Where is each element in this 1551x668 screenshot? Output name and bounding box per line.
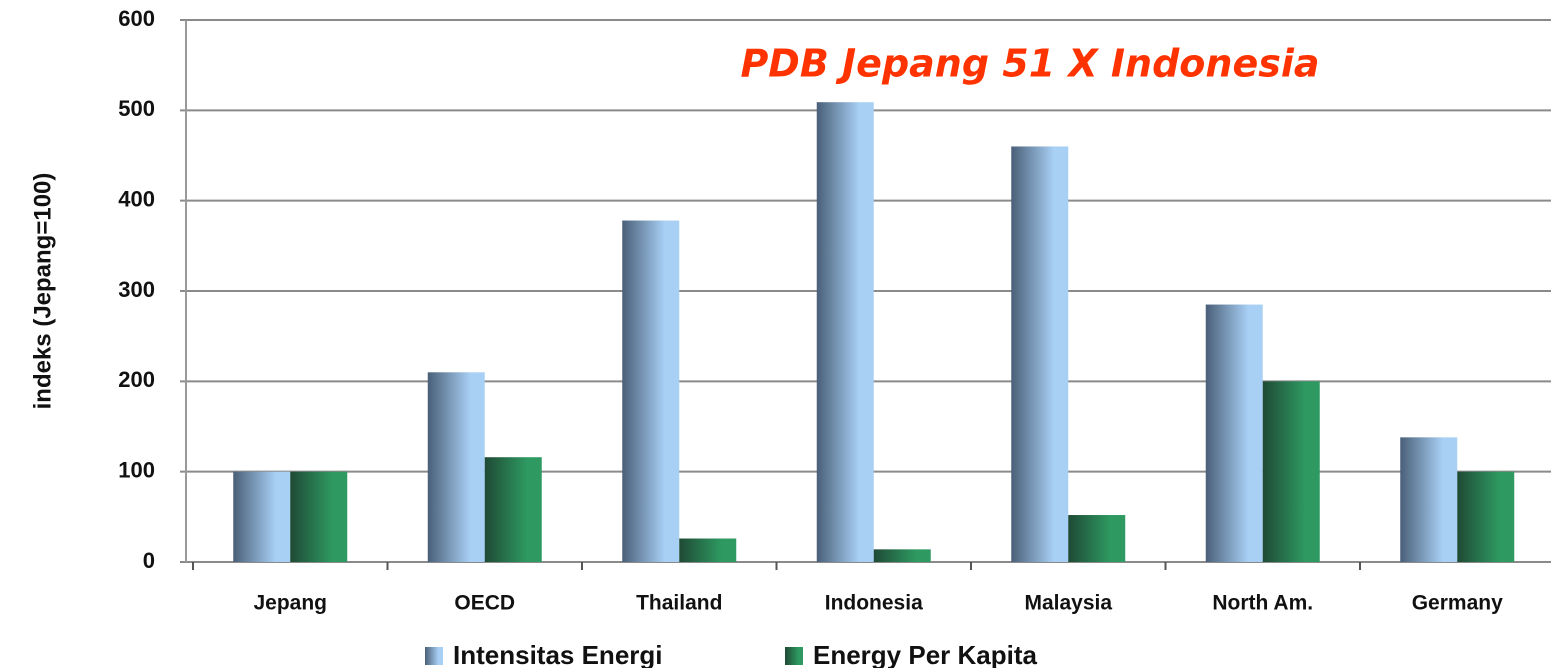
y-tick-label: 500 (118, 96, 155, 121)
bar (1457, 471, 1515, 562)
bar (290, 471, 348, 562)
x-tick-label: North Am. (1212, 592, 1313, 615)
x-tick-label: Thailand (636, 592, 722, 615)
bar (816, 102, 874, 562)
bar (233, 471, 291, 562)
legend-label: Intensitas Energi (453, 640, 663, 668)
legend-label: Energy Per Kapita (813, 640, 1038, 668)
annotation: PDB Jepang 51 X Indonesia (740, 42, 1319, 86)
y-tick-label: 300 (118, 277, 155, 302)
y-tick-label: 200 (118, 367, 155, 392)
bar (484, 457, 542, 562)
bar (1205, 304, 1263, 562)
x-tick-label: Malaysia (1024, 592, 1112, 615)
y-tick-label: 0 (143, 548, 155, 573)
bar (1262, 381, 1320, 562)
bar (622, 220, 680, 563)
bar (1068, 515, 1126, 562)
legend-swatch (785, 647, 803, 665)
y-tick-label: 100 (118, 457, 155, 482)
bar (1400, 437, 1458, 562)
bar (873, 549, 931, 562)
x-tick-label: Indonesia (825, 592, 923, 615)
legend-swatch (425, 647, 443, 665)
y-axis-label: indeks (Jepang=100) (29, 173, 56, 410)
bar (1011, 146, 1069, 562)
bar (427, 372, 485, 562)
y-tick-label: 400 (118, 186, 155, 211)
x-tick-label: Jepang (253, 592, 327, 615)
x-tick-label: Germany (1412, 592, 1503, 615)
x-tick-label: OECD (454, 592, 515, 615)
bar (679, 538, 737, 562)
y-tick-label: 600 (118, 6, 155, 31)
